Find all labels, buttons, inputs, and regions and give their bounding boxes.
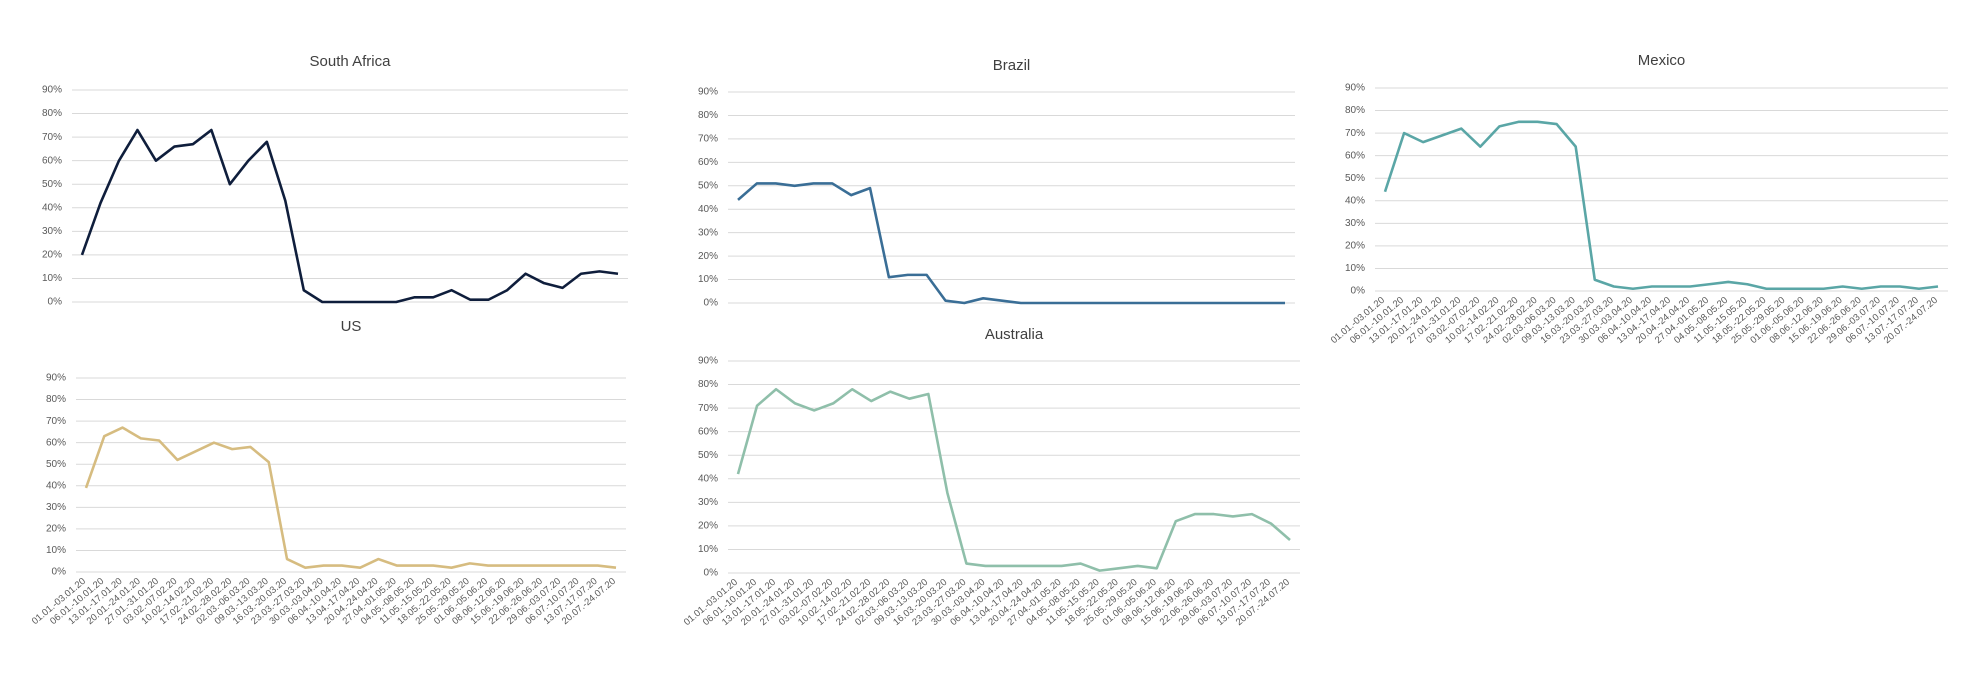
data-line xyxy=(84,426,617,569)
y-tick-label: 50% xyxy=(42,179,62,190)
data-line xyxy=(737,182,1285,305)
chart-title: Australia xyxy=(985,326,1044,343)
y-tick-label: 60% xyxy=(1345,150,1365,161)
y-tick-label: 80% xyxy=(46,394,66,405)
y-tick-label: 40% xyxy=(1345,195,1365,206)
y-tick-label: 70% xyxy=(46,416,66,427)
y-tick-label: 40% xyxy=(42,202,62,213)
y-tick-label: 20% xyxy=(46,524,66,535)
y-tick-label: 80% xyxy=(1345,105,1365,116)
y-tick-label: 10% xyxy=(698,274,718,285)
y-tick-label: 80% xyxy=(698,379,718,390)
y-tick-label: 10% xyxy=(46,545,66,556)
data-line xyxy=(736,387,1291,572)
y-tick-label: 20% xyxy=(42,250,62,261)
y-tick-label: 30% xyxy=(46,502,66,513)
y-tick-label: 50% xyxy=(46,459,66,470)
y-tick-label: 60% xyxy=(698,157,718,168)
chart-title: South Africa xyxy=(310,53,392,70)
y-tick-label: 50% xyxy=(698,450,718,461)
y-tick-label: 70% xyxy=(42,132,62,143)
y-tick-label: 90% xyxy=(698,87,718,98)
y-tick-label: 60% xyxy=(42,155,62,166)
y-tick-label: 40% xyxy=(46,480,66,491)
y-tick-label: 20% xyxy=(1345,241,1365,252)
y-tick-label: 30% xyxy=(1345,218,1365,229)
y-tick-label: 90% xyxy=(1345,83,1365,94)
y-tick-label: 10% xyxy=(42,273,62,284)
y-tick-label: 0% xyxy=(704,298,719,309)
data-line xyxy=(80,128,619,304)
y-tick-label: 20% xyxy=(698,521,718,532)
y-tick-label: 0% xyxy=(1351,286,1366,297)
chart-title: Brazil xyxy=(993,57,1031,74)
chart-title: Mexico xyxy=(1638,52,1686,69)
y-tick-label: 90% xyxy=(698,356,718,367)
y-tick-label: 20% xyxy=(698,251,718,262)
y-tick-label: 40% xyxy=(698,204,718,215)
y-tick-label: 70% xyxy=(1345,128,1365,139)
y-tick-label: 0% xyxy=(52,567,67,578)
y-tick-label: 0% xyxy=(704,568,719,579)
y-tick-label: 60% xyxy=(46,437,66,448)
y-tick-label: 10% xyxy=(1345,263,1365,274)
y-tick-label: 10% xyxy=(698,544,718,555)
y-tick-label: 60% xyxy=(698,426,718,437)
y-tick-label: 50% xyxy=(698,180,718,191)
y-tick-label: 80% xyxy=(698,110,718,121)
data-line xyxy=(1383,120,1939,291)
y-tick-label: 30% xyxy=(698,497,718,508)
y-tick-label: 40% xyxy=(698,473,718,484)
y-tick-label: 90% xyxy=(42,85,62,96)
y-tick-label: 70% xyxy=(698,403,718,414)
y-tick-label: 0% xyxy=(48,297,63,308)
y-tick-label: 30% xyxy=(42,226,62,237)
y-tick-label: 80% xyxy=(42,108,62,119)
y-tick-label: 70% xyxy=(698,134,718,145)
chart-title: US xyxy=(341,318,362,335)
y-tick-label: 30% xyxy=(698,227,718,238)
y-tick-label: 50% xyxy=(1345,173,1365,184)
y-tick-label: 90% xyxy=(46,373,66,384)
